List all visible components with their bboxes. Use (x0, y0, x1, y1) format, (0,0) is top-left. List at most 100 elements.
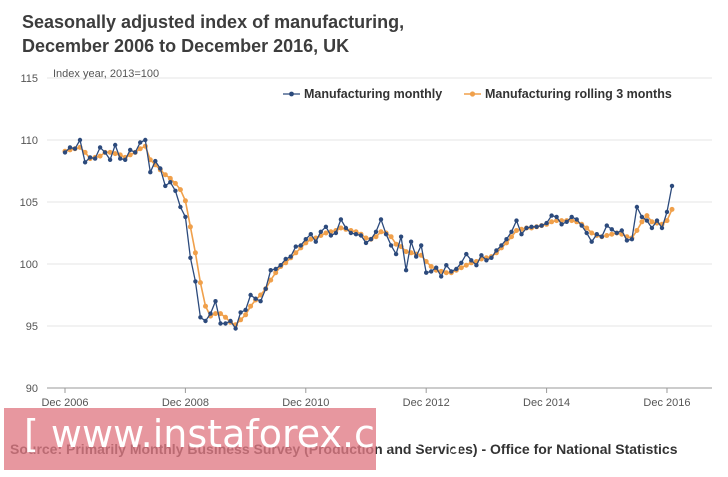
data-point-monthly[interactable] (278, 263, 283, 268)
data-point-monthly[interactable] (634, 204, 640, 210)
data-point-monthly[interactable] (353, 232, 359, 237)
data-point-rolling[interactable] (203, 303, 208, 309)
data-point-rolling[interactable] (273, 270, 279, 276)
data-point-rolling[interactable] (639, 219, 645, 225)
data-point-rolling[interactable] (403, 249, 409, 255)
data-point-monthly[interactable] (569, 214, 574, 220)
data-point-rolling[interactable] (213, 311, 218, 317)
data-point-monthly[interactable] (579, 223, 584, 228)
data-point-monthly[interactable] (464, 251, 469, 257)
data-point-monthly[interactable] (258, 299, 263, 304)
data-point-monthly[interactable] (659, 225, 665, 231)
data-point-rolling[interactable] (509, 234, 514, 240)
data-point-monthly[interactable] (203, 318, 208, 324)
data-point-monthly[interactable] (273, 266, 278, 272)
data-point-rolling[interactable] (463, 262, 469, 268)
data-point-monthly[interactable] (343, 225, 349, 231)
data-point-rolling[interactable] (458, 265, 464, 271)
data-point-rolling[interactable] (137, 146, 143, 152)
data-point-monthly[interactable] (589, 239, 594, 244)
data-point-monthly[interactable] (388, 243, 394, 248)
data-point-monthly[interactable] (228, 318, 233, 324)
data-point-monthly[interactable] (283, 256, 288, 262)
data-point-rolling[interactable] (549, 219, 555, 225)
data-point-monthly[interactable] (243, 307, 248, 313)
data-point-monthly[interactable] (644, 218, 650, 223)
data-point-rolling[interactable] (107, 149, 113, 155)
data-point-monthly[interactable] (123, 157, 128, 162)
data-point-monthly[interactable] (318, 229, 323, 234)
data-point-rolling[interactable] (609, 231, 615, 237)
data-point-monthly[interactable] (574, 217, 579, 222)
data-point-monthly[interactable] (158, 166, 163, 171)
data-point-monthly[interactable] (198, 315, 203, 320)
data-point-monthly[interactable] (373, 229, 379, 234)
data-point-monthly[interactable] (654, 218, 660, 223)
data-point-monthly[interactable] (504, 237, 509, 242)
data-point-monthly[interactable] (268, 268, 273, 273)
data-point-rolling[interactable] (393, 241, 399, 247)
data-point-monthly[interactable] (298, 243, 303, 248)
data-point-monthly[interactable] (403, 268, 409, 273)
data-point-monthly[interactable] (138, 140, 143, 145)
data-point-rolling[interactable] (669, 206, 675, 212)
data-point-monthly[interactable] (459, 260, 464, 265)
data-point-monthly[interactable] (97, 145, 103, 150)
data-point-rolling[interactable] (162, 172, 168, 178)
legend-item-monthly[interactable]: Manufacturing monthly (283, 87, 442, 101)
data-point-monthly[interactable] (484, 258, 489, 263)
data-point-monthly[interactable] (474, 263, 479, 268)
data-point-rolling[interactable] (634, 228, 640, 233)
data-point-rolling[interactable] (218, 311, 223, 317)
data-point-monthly[interactable] (624, 238, 630, 243)
data-point-monthly[interactable] (584, 230, 589, 236)
data-point-monthly[interactable] (293, 244, 298, 249)
data-point-monthly[interactable] (414, 254, 419, 259)
data-point-monthly[interactable] (629, 237, 635, 242)
data-point-monthly[interactable] (358, 233, 364, 238)
data-point-monthly[interactable] (313, 239, 318, 244)
data-point-rolling[interactable] (378, 229, 384, 235)
data-point-rolling[interactable] (644, 213, 650, 219)
data-point-monthly[interactable] (133, 150, 138, 155)
data-point-rolling[interactable] (243, 312, 249, 318)
data-point-monthly[interactable] (107, 157, 113, 162)
data-point-rolling[interactable] (268, 277, 274, 283)
data-point-monthly[interactable] (619, 228, 624, 233)
data-point-monthly[interactable] (193, 279, 198, 284)
data-point-rolling[interactable] (293, 250, 299, 256)
data-point-monthly[interactable] (87, 155, 93, 160)
data-point-monthly[interactable] (378, 217, 384, 222)
data-point-monthly[interactable] (248, 292, 253, 298)
data-point-rolling[interactable] (223, 314, 228, 320)
data-point-monthly[interactable] (509, 229, 514, 234)
data-point-rolling[interactable] (604, 233, 610, 238)
data-point-monthly[interactable] (363, 240, 369, 246)
data-point-monthly[interactable] (454, 266, 459, 272)
data-point-monthly[interactable] (77, 137, 83, 143)
data-point-monthly[interactable] (398, 234, 404, 239)
data-point-monthly[interactable] (393, 251, 399, 257)
data-point-monthly[interactable] (444, 263, 449, 268)
data-point-rolling[interactable] (177, 187, 183, 193)
data-point-rolling[interactable] (197, 280, 203, 286)
data-point-monthly[interactable] (664, 209, 670, 215)
data-point-monthly[interactable] (113, 142, 118, 148)
data-point-rolling[interactable] (167, 175, 173, 181)
data-point-monthly[interactable] (303, 237, 308, 242)
data-point-monthly[interactable] (148, 170, 153, 175)
data-point-monthly[interactable] (514, 218, 519, 223)
data-point-monthly[interactable] (153, 158, 158, 164)
data-point-monthly[interactable] (499, 243, 504, 248)
data-point-monthly[interactable] (333, 230, 339, 236)
data-point-monthly[interactable] (529, 224, 534, 229)
data-point-monthly[interactable] (489, 255, 494, 260)
data-point-monthly[interactable] (233, 326, 238, 331)
legend-item-rolling[interactable]: Manufacturing rolling 3 months (464, 87, 672, 101)
data-point-rolling[interactable] (248, 303, 254, 309)
data-point-monthly[interactable] (218, 321, 223, 326)
data-point-monthly[interactable] (173, 188, 178, 193)
data-point-monthly[interactable] (519, 232, 524, 237)
data-point-monthly[interactable] (238, 310, 243, 315)
data-point-monthly[interactable] (178, 204, 183, 210)
